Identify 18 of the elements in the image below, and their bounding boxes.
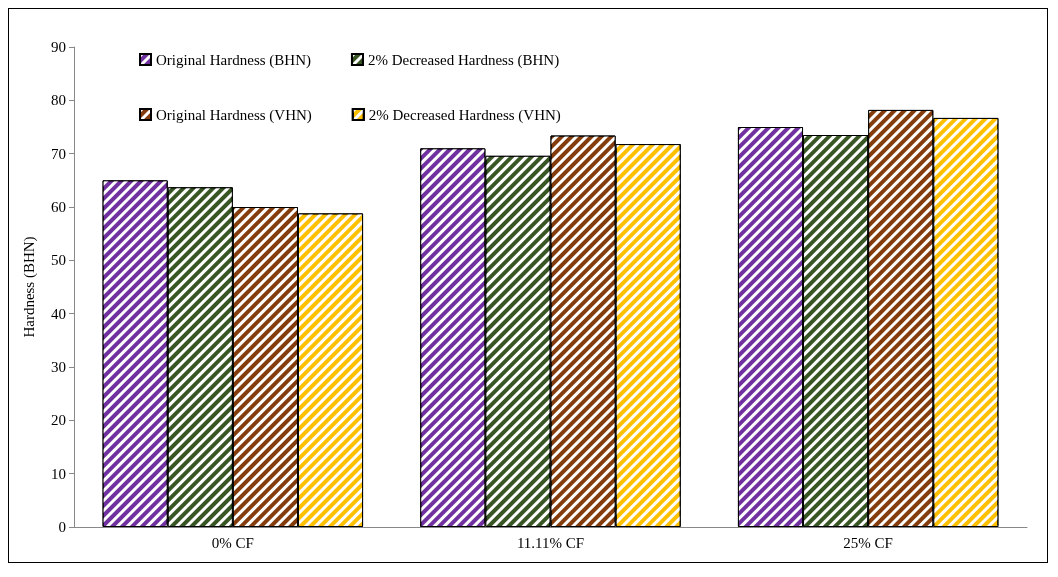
y-tick-label: 60 xyxy=(51,199,66,215)
x-tick-label: 11.11% CF xyxy=(516,534,585,551)
y-axis-title: Hardness (BHN) xyxy=(20,236,38,338)
y-tick-label: 70 xyxy=(51,145,66,162)
y-tick-label: 20 xyxy=(51,412,66,429)
legend-label: 2% Decreased Hardness (VHN) xyxy=(368,106,561,124)
x-tick-label: 0% CF xyxy=(211,534,254,551)
y-tick-label: 0 xyxy=(58,519,66,535)
y-tick-label: 10 xyxy=(51,465,66,482)
y-tick-label: 30 xyxy=(51,359,66,375)
y-tick-label: 50 xyxy=(51,252,66,269)
y-tick-label: 80 xyxy=(51,92,66,109)
legend-label: Original Hardness (VHN) xyxy=(156,106,312,124)
y-tick-label: 40 xyxy=(51,305,66,322)
x-tick-label: 25% CF xyxy=(843,534,893,551)
legend-label: 2% Decreased Hardness (BHN) xyxy=(367,51,560,69)
legend-label: Original Hardness (BHN) xyxy=(156,51,311,69)
y-tick-label: 90 xyxy=(51,39,66,55)
